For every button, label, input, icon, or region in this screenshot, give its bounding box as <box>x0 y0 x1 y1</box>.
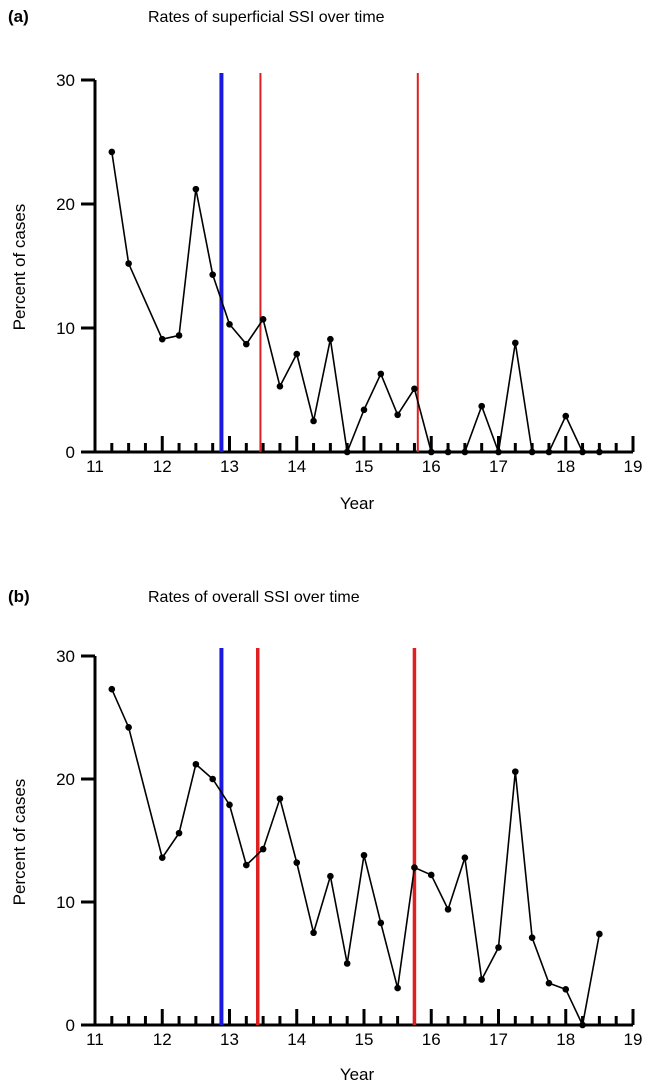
data-point <box>562 412 570 420</box>
y-axis-label: Percent of cases <box>10 779 29 906</box>
data-point <box>512 768 519 775</box>
data-point <box>478 402 485 410</box>
data-point <box>310 417 317 425</box>
data-point <box>360 406 368 414</box>
plot-area: 0 10 20 30 11 12 13 14 15 16 17 18 19 <box>56 71 642 476</box>
data-point <box>394 984 401 992</box>
y-tick-label: 30 <box>56 647 75 666</box>
data-point <box>579 1021 586 1029</box>
y-tick-label: 10 <box>56 319 75 338</box>
data-point <box>175 829 183 837</box>
data-point <box>243 340 250 348</box>
data-point <box>175 332 183 339</box>
y-tick-label: 20 <box>56 195 75 214</box>
data-point <box>259 845 267 853</box>
x-tick-label: 14 <box>287 457 306 476</box>
data-point <box>108 148 116 156</box>
data-point <box>562 986 570 993</box>
x-axis-label: Year <box>340 494 375 513</box>
x-tick-label: 19 <box>624 1030 643 1049</box>
x-tick-label: 12 <box>153 457 172 476</box>
x-tick-label: 15 <box>355 1030 374 1049</box>
data-point <box>377 919 385 927</box>
data-point <box>327 872 334 880</box>
data-point <box>512 339 519 347</box>
data-point <box>125 724 132 731</box>
data-point <box>226 801 233 809</box>
x-tick-label: 11 <box>86 1030 104 1049</box>
data-point <box>377 370 385 378</box>
series-line <box>111 151 600 456</box>
data-point <box>158 335 166 343</box>
data-point <box>528 448 536 456</box>
x-tick-label: 18 <box>556 457 575 476</box>
data-point <box>343 960 351 967</box>
data-point <box>444 448 452 456</box>
data-point <box>545 448 553 456</box>
plot-area: 0 10 20 30 11 12 13 14 15 16 17 18 19 <box>56 647 642 1049</box>
y-tick-label: 0 <box>66 1016 75 1035</box>
y-tick-label: 10 <box>56 893 75 912</box>
x-tick-label: 17 <box>489 1030 508 1049</box>
x-tick-label: 13 <box>220 1030 239 1049</box>
panel-b: (b) Rates of overall SSI over time Year … <box>8 587 642 1084</box>
panel-a: (a) Rates of superficial SSI over time Y… <box>8 7 642 513</box>
data-point <box>192 760 200 768</box>
y-tick-label: 30 <box>56 71 75 90</box>
data-point <box>293 859 301 866</box>
x-tick-label: 19 <box>624 457 643 476</box>
data-point <box>343 448 351 456</box>
data-point <box>108 685 116 693</box>
x-tick-label: 13 <box>220 457 239 476</box>
data-point <box>310 929 317 937</box>
data-point <box>327 335 334 343</box>
data-point <box>259 316 267 323</box>
data-point <box>360 851 368 859</box>
panel-label: (b) <box>8 587 30 606</box>
panel-label: (a) <box>8 7 29 26</box>
data-point <box>158 854 166 862</box>
x-tick-label: 15 <box>355 457 374 476</box>
data-point <box>394 411 401 419</box>
data-point <box>478 976 485 983</box>
data-point <box>427 448 435 456</box>
series-line <box>111 688 601 1028</box>
data-point <box>411 864 418 871</box>
x-tick-label: 16 <box>422 1030 441 1049</box>
data-point <box>596 930 603 938</box>
data-point <box>293 350 301 358</box>
data-point <box>461 854 469 862</box>
x-tick-label: 18 <box>556 1030 575 1049</box>
data-point <box>461 448 469 456</box>
y-axis-label: Percent of cases <box>10 204 29 331</box>
data-point <box>427 871 435 879</box>
data-point <box>226 320 233 328</box>
x-axis-label: Year <box>340 1065 375 1084</box>
data-point <box>411 385 418 393</box>
data-point <box>495 944 502 951</box>
data-point <box>209 775 216 783</box>
data-point <box>243 861 250 869</box>
data-point <box>596 448 603 456</box>
x-tick-label: 11 <box>86 457 104 476</box>
y-tick-label: 20 <box>56 770 75 789</box>
data-point <box>528 934 536 941</box>
x-tick-label: 16 <box>422 457 441 476</box>
data-point <box>276 382 284 390</box>
data-point <box>545 979 553 987</box>
chart-title: Rates of overall SSI over time <box>148 589 360 606</box>
chart-title: Rates of superficial SSI over time <box>148 9 385 26</box>
data-point <box>209 271 216 278</box>
data-point <box>276 795 284 802</box>
x-tick-label: 14 <box>287 1030 306 1049</box>
x-tick-label: 17 <box>489 457 508 476</box>
data-point <box>192 185 200 193</box>
data-point <box>444 906 452 913</box>
data-point <box>125 260 132 267</box>
data-point <box>495 448 502 456</box>
y-tick-label: 0 <box>66 443 75 462</box>
x-tick-label: 12 <box>153 1030 172 1049</box>
data-point <box>579 448 586 456</box>
